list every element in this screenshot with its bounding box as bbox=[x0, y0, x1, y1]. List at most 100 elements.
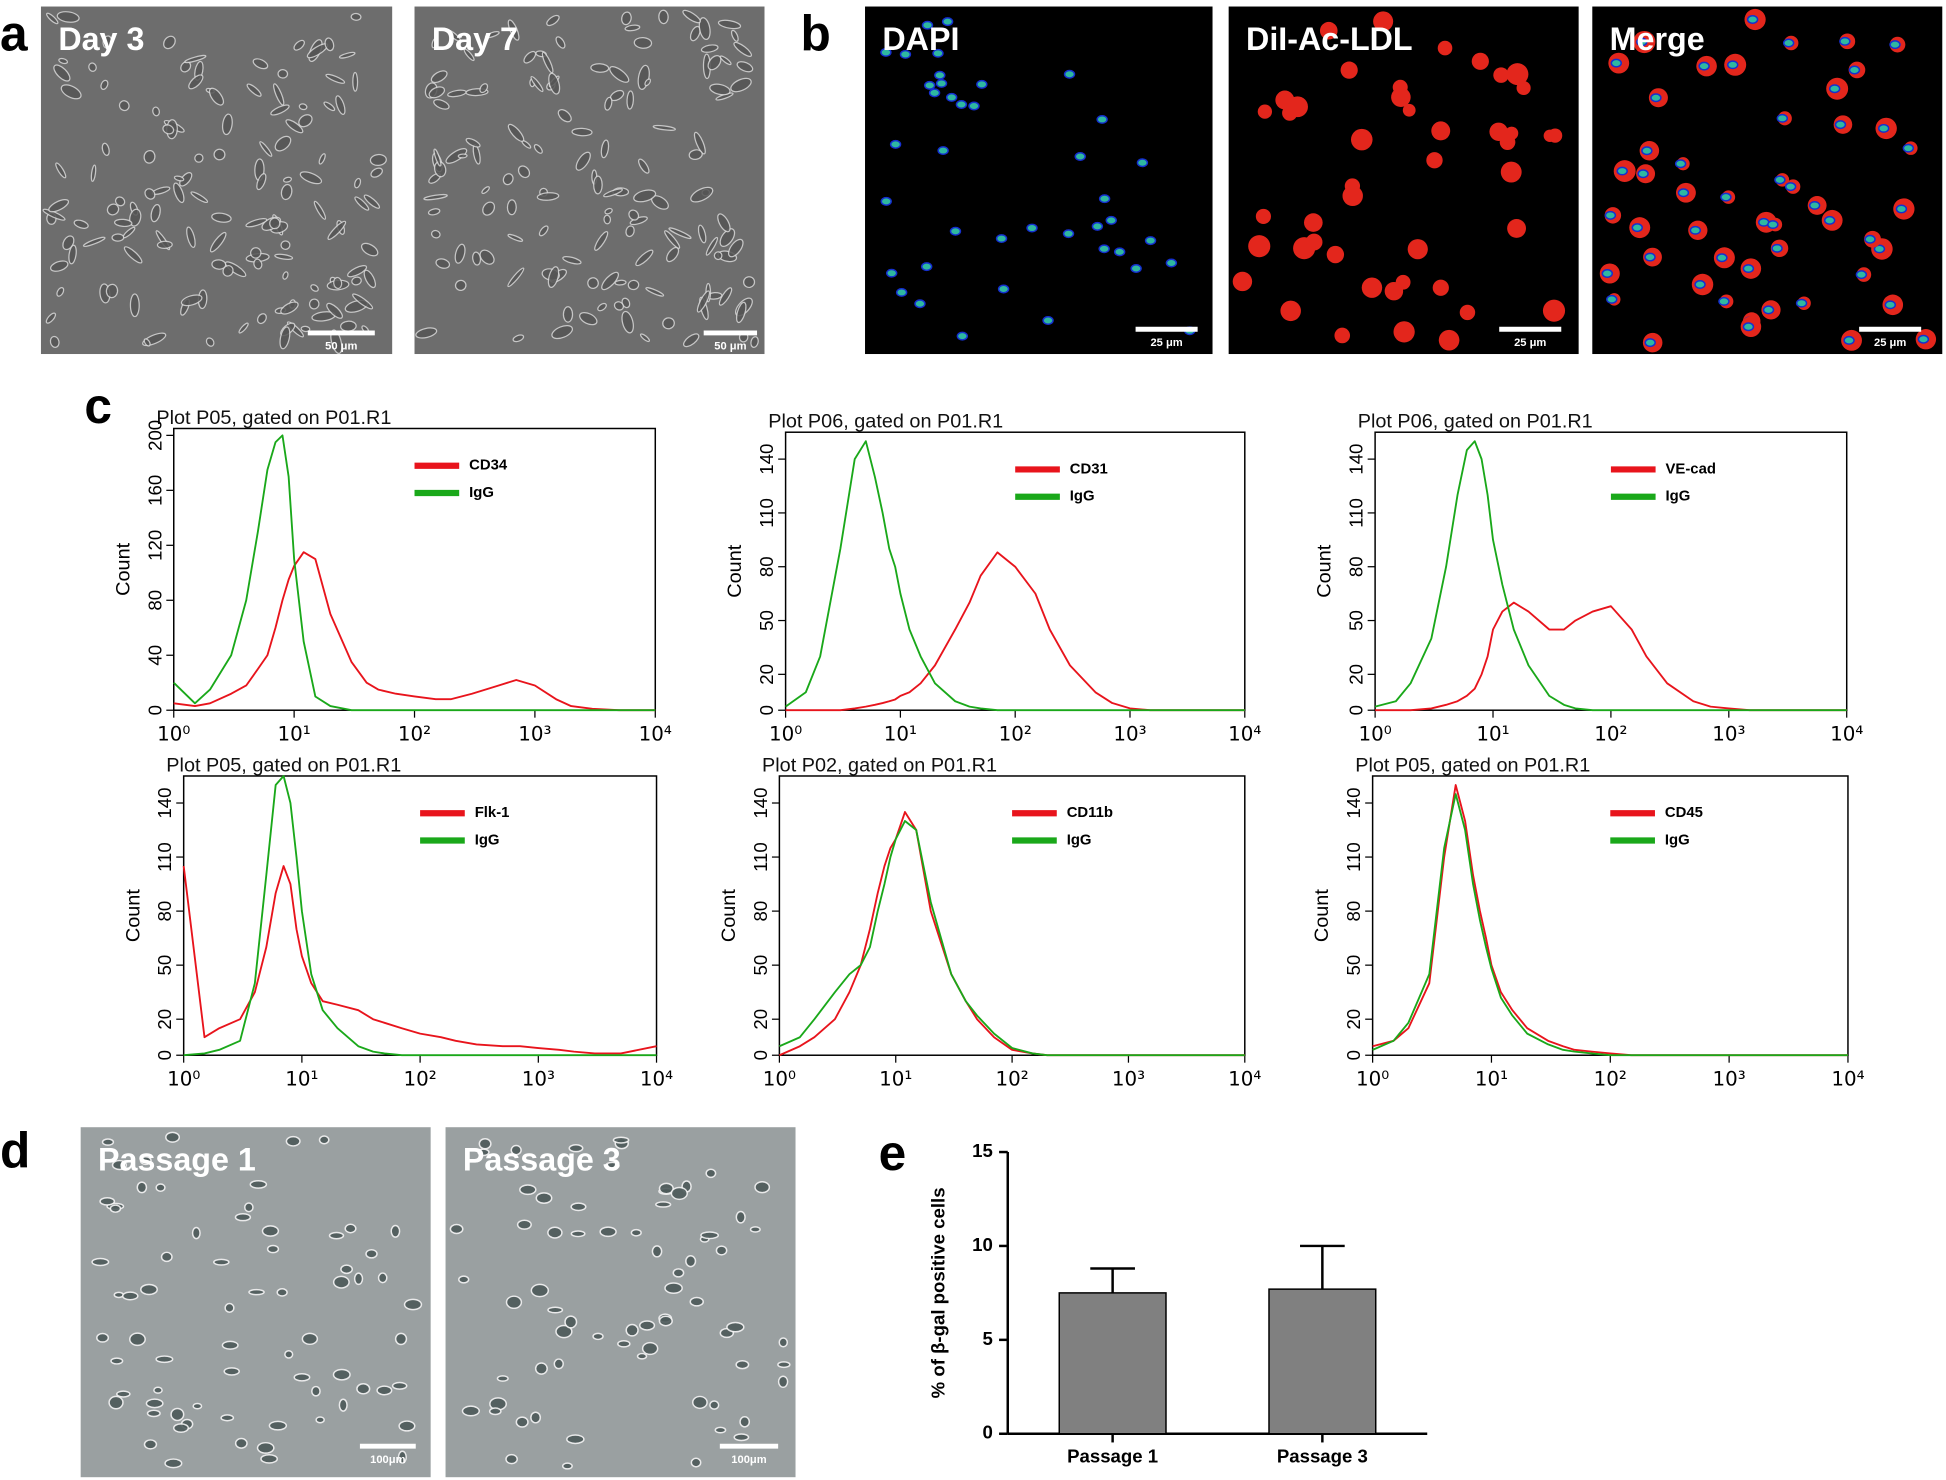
y-tick-label: 160 bbox=[144, 475, 165, 506]
cell-nucleus bbox=[923, 80, 936, 90]
cell bbox=[48, 198, 70, 213]
cell bbox=[617, 1339, 631, 1348]
cell bbox=[502, 173, 514, 186]
cell bbox=[431, 38, 438, 49]
x-tick-label: 10⁴ bbox=[1228, 1068, 1261, 1091]
cell bbox=[325, 73, 346, 84]
cell bbox=[285, 119, 304, 134]
cell bbox=[530, 1283, 550, 1298]
cell bbox=[568, 1144, 584, 1153]
x-tick-label: 10³ bbox=[522, 1068, 555, 1091]
histogram-line bbox=[1372, 784, 1848, 1057]
cell bbox=[428, 86, 446, 99]
cell-nucleus bbox=[1877, 123, 1890, 133]
cell bbox=[274, 253, 294, 261]
cell bbox=[221, 1340, 239, 1350]
y-tick-label: 80 bbox=[154, 901, 175, 922]
cell bbox=[180, 294, 203, 307]
cell bbox=[718, 287, 733, 306]
y-tick-label: 140 bbox=[1343, 787, 1364, 818]
cell bbox=[58, 57, 69, 65]
cell bbox=[750, 336, 759, 348]
cell bbox=[280, 301, 299, 315]
cell bbox=[446, 29, 461, 42]
legend-label: IgG bbox=[1070, 489, 1095, 505]
cell-nucleus bbox=[1808, 200, 1821, 210]
cell-red bbox=[1326, 245, 1345, 264]
cell bbox=[248, 1288, 265, 1296]
x-tick-label: Passage 3 bbox=[1277, 1445, 1368, 1466]
cell bbox=[689, 25, 701, 42]
cell bbox=[352, 293, 374, 310]
cell-nucleus bbox=[1644, 338, 1656, 348]
cell bbox=[363, 194, 381, 209]
y-tick-label: 0 bbox=[1346, 705, 1367, 715]
x-tick-label: 10¹ bbox=[884, 723, 917, 746]
cell-nucleus bbox=[1637, 169, 1649, 179]
cell bbox=[614, 279, 627, 286]
cell bbox=[733, 41, 753, 57]
cell bbox=[308, 298, 320, 310]
cell bbox=[705, 1168, 717, 1179]
cell-red bbox=[1293, 237, 1316, 260]
cell bbox=[250, 247, 262, 259]
cell-nucleus bbox=[1795, 298, 1808, 308]
y-tick-label: 50 bbox=[154, 955, 175, 976]
cell-nucleus bbox=[949, 226, 962, 236]
cell bbox=[516, 1219, 532, 1230]
cell bbox=[270, 104, 290, 116]
cell bbox=[118, 100, 130, 112]
cell-nucleus bbox=[1774, 175, 1786, 185]
cell bbox=[310, 284, 319, 292]
cell bbox=[110, 1357, 124, 1365]
cell bbox=[269, 217, 281, 230]
cell bbox=[707, 54, 722, 71]
scale-bar-label: 100μm bbox=[731, 1454, 766, 1466]
cell bbox=[727, 238, 744, 258]
cell-red bbox=[1471, 52, 1489, 70]
cell bbox=[697, 224, 707, 244]
cell bbox=[575, 151, 591, 171]
cell-nucleus bbox=[1677, 188, 1690, 198]
scale-bar-label: 50 μm bbox=[714, 341, 746, 353]
cell bbox=[370, 167, 383, 178]
cell bbox=[46, 12, 59, 25]
cell bbox=[639, 1320, 656, 1331]
y-tick-label: 0 bbox=[154, 1050, 175, 1060]
cell bbox=[562, 255, 582, 265]
cell-red bbox=[1507, 218, 1527, 238]
cell-nucleus bbox=[1843, 335, 1855, 345]
cell-nucleus bbox=[1823, 215, 1836, 225]
cell bbox=[111, 1159, 128, 1171]
cell bbox=[719, 55, 732, 66]
plot-frame bbox=[778, 775, 1246, 1056]
y-axis-label: Count bbox=[122, 889, 144, 942]
cell bbox=[397, 1450, 407, 1464]
cell bbox=[60, 84, 82, 100]
cell bbox=[223, 1367, 240, 1376]
cell-nucleus bbox=[1026, 223, 1038, 233]
cell bbox=[672, 1268, 685, 1278]
cell-red bbox=[1438, 329, 1460, 351]
error-bar bbox=[1090, 1267, 1135, 1293]
cell-nucleus bbox=[995, 234, 1008, 244]
cell-nucleus bbox=[928, 88, 941, 98]
y-tick-label: 140 bbox=[154, 787, 175, 818]
panel-letter: d bbox=[0, 1123, 30, 1179]
cell-nucleus bbox=[997, 284, 1010, 294]
y-tick-label: 40 bbox=[144, 645, 165, 666]
cell bbox=[261, 1225, 280, 1237]
cell-red bbox=[1255, 208, 1272, 225]
cell-nucleus bbox=[941, 17, 954, 27]
panel-letter: e bbox=[879, 1125, 907, 1181]
cell-nucleus bbox=[1776, 113, 1789, 123]
cell bbox=[356, 1383, 371, 1395]
y-tick-label: 50 bbox=[1346, 610, 1367, 631]
cell bbox=[222, 265, 234, 277]
cell-nucleus bbox=[1782, 38, 1795, 48]
cell bbox=[344, 1223, 357, 1234]
cell-nucleus bbox=[1917, 334, 1930, 344]
image-label: Merge bbox=[1610, 21, 1705, 57]
legend-label: Flk-1 bbox=[475, 805, 510, 821]
micrograph-background bbox=[40, 6, 393, 355]
